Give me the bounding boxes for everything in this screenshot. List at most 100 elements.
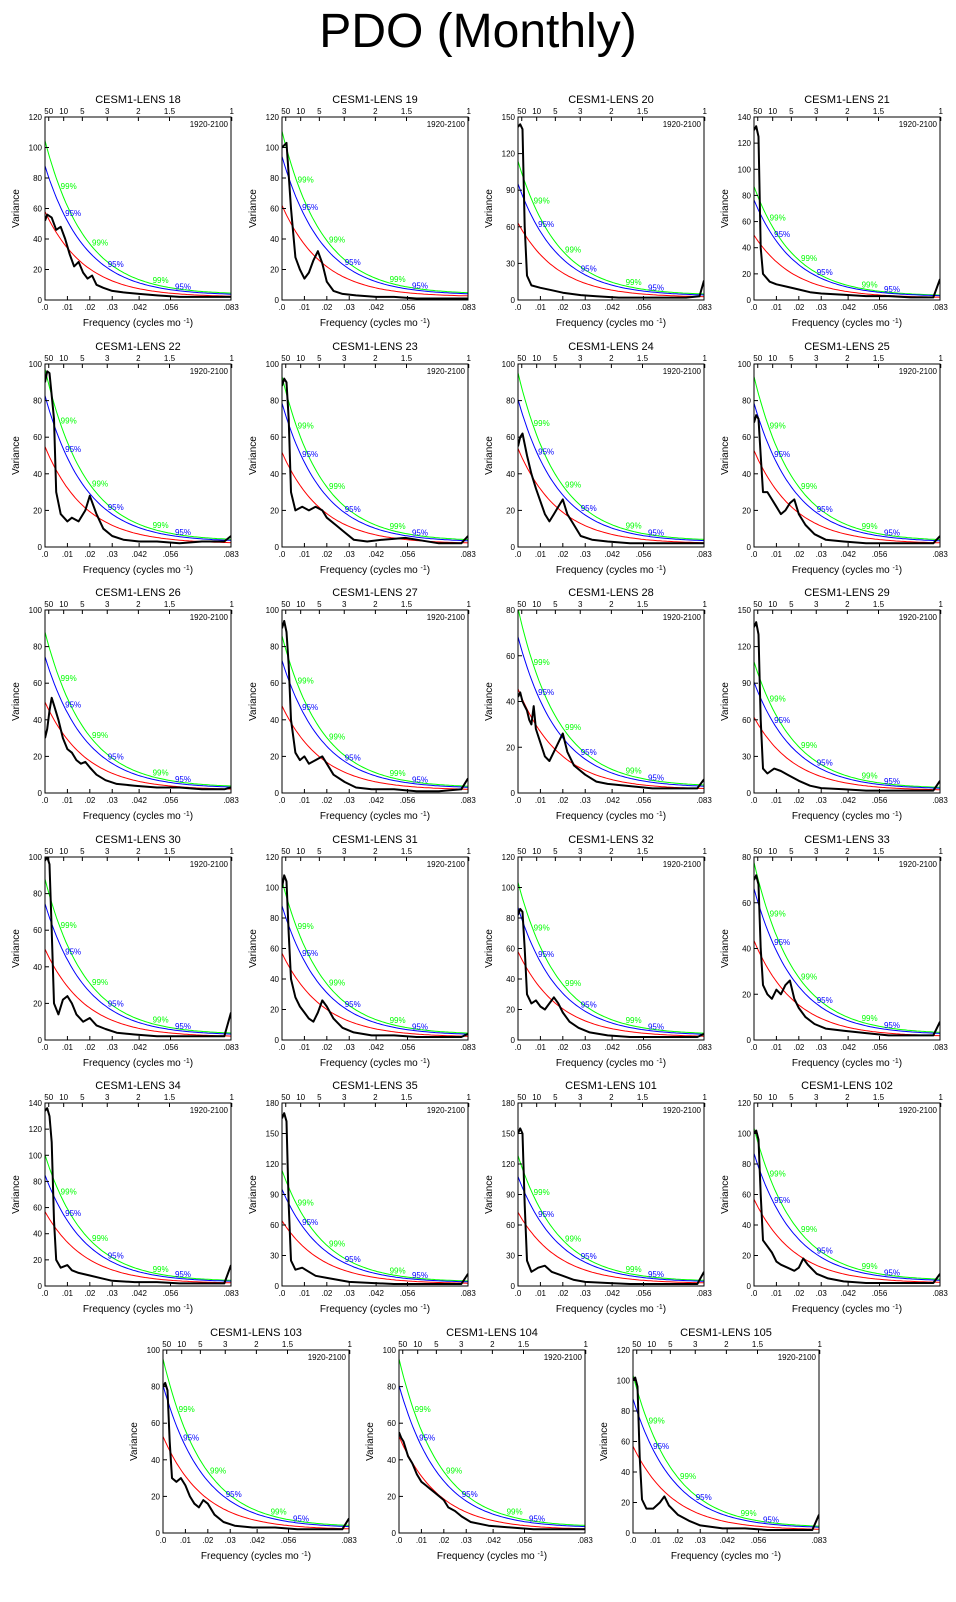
label-99: 99% — [153, 521, 169, 530]
y-tick-label: 30 — [742, 752, 751, 761]
x-tick-label: .0 — [751, 1289, 758, 1298]
y-tick-label: 80 — [33, 890, 42, 899]
top-tick-label: 50 — [517, 354, 526, 363]
top-tick-label: 1.5 — [164, 1093, 176, 1102]
x-tick-label: .0 — [160, 1536, 167, 1545]
panel-title: CESM1-LENS 19 — [332, 94, 418, 106]
panel-title: CESM1-LENS 22 — [95, 341, 181, 353]
spectrum-panel: CESM1-LENS 341920-210099%95%99%95%99%95%… — [11, 1080, 239, 1315]
period-label: 1920-2100 — [544, 1353, 583, 1362]
top-tick-label: 3 — [342, 600, 347, 609]
label-95: 95% — [648, 774, 664, 783]
label-95: 95% — [774, 716, 790, 725]
y-tick-label: 20 — [621, 1499, 630, 1508]
red-noise-curve — [45, 948, 231, 1037]
top-tick-label: 50 — [44, 847, 53, 856]
label-95: 95% — [648, 1270, 664, 1279]
spectrum-line — [754, 125, 940, 299]
spectrum-line — [282, 377, 468, 545]
x-tick-label: .01 — [771, 550, 783, 559]
y-tick-label: 80 — [151, 1383, 160, 1392]
y-axis-label: Variance — [248, 189, 259, 228]
spectrum-panel: CESM1-LENS 104 1920-2100 99% 95% 99% 95% 99% 95… — [365, 1327, 593, 1562]
confidence-95-curve — [282, 402, 468, 542]
x-tick-label: .01 — [535, 796, 547, 805]
y-tick-label: 0 — [38, 1036, 43, 1045]
y-axis-label: Variance — [720, 929, 731, 968]
y-tick-label: 100 — [738, 1130, 752, 1139]
y-tick-label: 80 — [33, 1177, 42, 1186]
x-tick-label: .083 — [223, 303, 239, 312]
y-axis-label: Variance — [248, 929, 259, 968]
x-tick-label: .042 — [368, 303, 384, 312]
top-tick-label: 2 — [609, 847, 614, 856]
y-tick-label: 0 — [747, 1036, 752, 1045]
top-tick-label: 2 — [845, 600, 850, 609]
confidence-99-curve — [518, 1155, 704, 1281]
top-tick-label: 50 — [44, 1093, 53, 1102]
x-tick-label: .0 — [751, 303, 758, 312]
top-tick-label: 1 — [230, 107, 235, 116]
label-99: 99% — [680, 1472, 696, 1481]
x-axis-label: Frequency (cycles mo -1) — [201, 1551, 311, 1563]
confidence-95-curve — [754, 199, 940, 297]
y-tick-label: 40 — [33, 235, 42, 244]
x-tick-label: .01 — [771, 796, 783, 805]
confidence-99-curve — [282, 376, 468, 541]
x-tick-label: .03 — [344, 303, 356, 312]
x-tick-label: .03 — [344, 1289, 356, 1298]
y-tick-label: 40 — [387, 1456, 396, 1465]
label-99: 99% — [770, 1169, 786, 1178]
confidence-95-curve — [45, 903, 231, 1035]
y-tick-label: 90 — [742, 679, 751, 688]
y-tick-label: 90 — [506, 1191, 515, 1200]
label-99: 99% — [92, 239, 108, 248]
top-tick-label: 2 — [609, 600, 614, 609]
top-tick-label: 1 — [467, 847, 472, 856]
top-tick-label: 3 — [459, 1340, 464, 1349]
panel-title: CESM1-LENS 31 — [332, 834, 418, 846]
confidence-99-curve — [282, 880, 468, 1034]
x-tick-label: .056 — [400, 550, 416, 559]
plot-frame — [517, 116, 705, 301]
y-tick-label: 180 — [502, 1099, 516, 1108]
x-tick-label: .056 — [872, 550, 888, 559]
label-95: 95% — [412, 775, 428, 784]
label-95: 95% — [884, 777, 900, 786]
x-tick-label: .083 — [696, 796, 712, 805]
y-tick-label: 20 — [506, 506, 515, 515]
y-axis-label: Variance — [720, 436, 731, 475]
top-tick-label: 1.5 — [752, 1340, 764, 1349]
confidence-99-curve — [754, 1128, 940, 1280]
x-tick-label: .03 — [461, 1536, 473, 1545]
y-axis-label: Variance — [11, 929, 22, 968]
x-tick-label: .083 — [932, 303, 948, 312]
y-tick-label: 0 — [747, 1282, 752, 1291]
x-tick-label: .083 — [696, 1043, 712, 1052]
x-tick-label: .056 — [281, 1536, 297, 1545]
top-tick-label: 2 — [373, 354, 378, 363]
top-tick-label: 50 — [753, 847, 762, 856]
top-tick-label: 1.5 — [164, 107, 176, 116]
label-95: 95% — [65, 445, 81, 454]
label-95: 95% — [884, 529, 900, 538]
top-tick-label: 2 — [845, 354, 850, 363]
label-99: 99% — [534, 658, 550, 667]
x-tick-label: .02 — [84, 303, 96, 312]
y-tick-label: 40 — [742, 945, 751, 954]
y-tick-label: 60 — [33, 926, 42, 935]
top-tick-label: 1.5 — [873, 847, 885, 856]
label-95: 95% — [65, 1209, 81, 1218]
top-tick-label: 2 — [490, 1340, 495, 1349]
label-95: 95% — [538, 1210, 554, 1219]
x-tick-label: .042 — [368, 1289, 384, 1298]
y-tick-label: 0 — [511, 789, 516, 798]
confidence-95-curve — [282, 1188, 468, 1283]
y-axis-label: Variance — [599, 1422, 610, 1461]
x-tick-label: .083 — [460, 1289, 476, 1298]
label-95: 95% — [108, 1000, 124, 1009]
x-axis-label: Frequency (cycles mo -1) — [320, 1058, 430, 1070]
x-tick-label: .01 — [299, 1043, 311, 1052]
top-tick-label: 5 — [789, 1093, 794, 1102]
top-tick-label: 50 — [44, 600, 53, 609]
